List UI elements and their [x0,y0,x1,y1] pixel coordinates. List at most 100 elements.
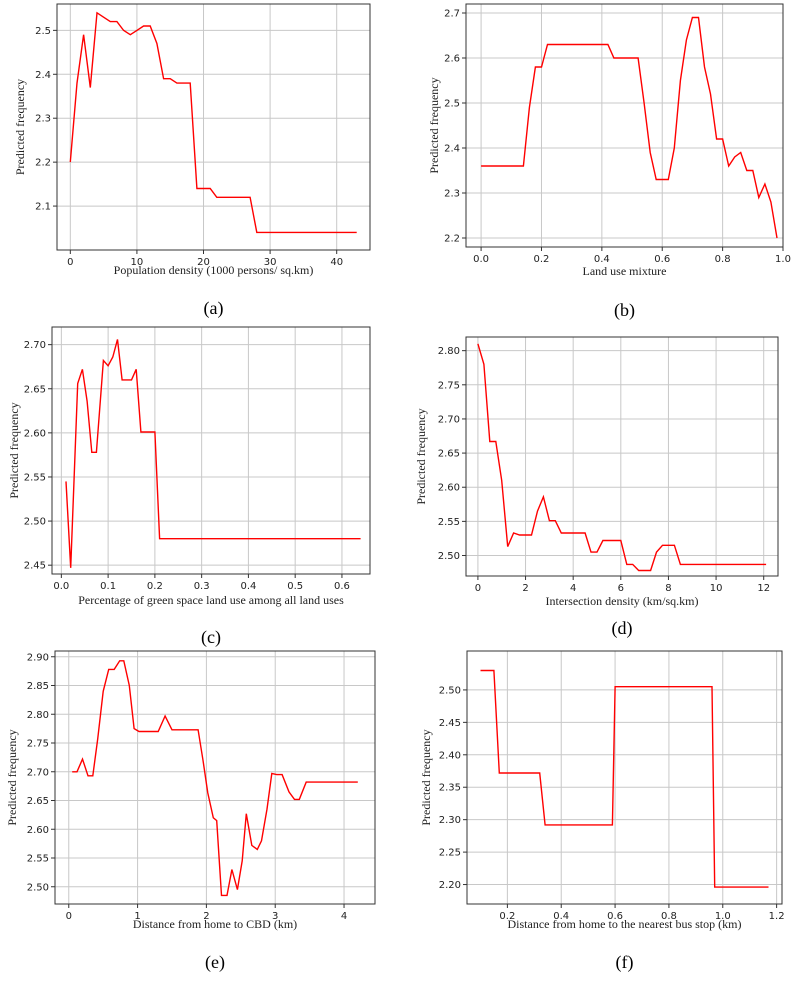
series-line [477,343,767,572]
y-tick-label: 2.40 [439,750,461,761]
y-tick-label: 2.4 [444,144,460,155]
y-tick-label: 2.50 [27,882,49,893]
y-tick-label: 2.60 [27,825,49,836]
y-tick-label: 2.60 [24,428,46,439]
x-tick-label: 10 [131,257,144,268]
y-tick-label: 2.1 [35,202,51,213]
y-tick-label: 2.35 [439,783,461,794]
x-tick-label: 0 [66,911,72,922]
y-tick-label: 2.20 [439,880,461,891]
x-tick-label: 2 [522,583,528,594]
y-tick-label: 2.55 [27,854,49,865]
x-tick-label: 8 [665,583,671,594]
x-tick-label: 2 [203,911,209,922]
y-tick-label: 2.7 [444,9,460,20]
x-tick-label: 30 [264,257,277,268]
y-tick-label: 2.3 [444,189,460,200]
x-tick-label: 1 [134,911,140,922]
x-tick-label: 0.5 [287,581,303,592]
panel-label: (e) [205,952,225,973]
plot-frame [56,3,371,251]
x-axis-label: Distance from home to CBD (km) [133,917,297,931]
x-axis-label: Population density (1000 persons/ sq.km) [114,263,314,277]
y-tick-label: 2.70 [438,414,460,425]
x-tick-label: 0 [67,257,73,268]
x-tick-label: 0 [475,583,481,594]
x-tick-label: 12 [757,583,770,594]
x-tick-label: 40 [330,257,343,268]
y-axis-label: Predicted frequency [13,79,27,175]
y-tick-label: 2.3 [35,114,51,125]
y-tick-label: 2.65 [27,796,49,807]
y-tick-label: 2.70 [24,340,46,351]
series-line [481,16,778,239]
x-tick-label: 0.2 [534,254,550,265]
chart-panel-c: 0.0 0.1 0.2 0.3 0.4 0.5 0.6 2.45 2.50 2.55 2.60 2.6… [7,326,371,648]
plot-frame [466,650,783,905]
y-tick-label: 2.80 [438,346,460,357]
y-tick-label: 2.65 [24,384,46,395]
y-tick-label: 2.50 [438,551,460,562]
plot-frame [51,326,371,575]
x-tick-label: 0.4 [553,911,569,922]
x-tick-label: 0.3 [194,581,210,592]
x-tick-label: 1.2 [769,911,785,922]
x-tick-label: 0.4 [594,254,610,265]
y-tick-label: 2.50 [24,517,46,528]
panel-label: (c) [201,627,221,648]
chart-panel-b: 0.0 0.2 0.4 0.6 0.8 1.0 2.2 2.3 2.4 2.5 2.6 2.7 Land… [427,3,791,321]
x-tick-label: 0.2 [499,911,515,922]
x-axis-label: Intersection density (km/sq.km) [546,594,699,608]
panel-label: (f) [616,952,634,973]
chart-panel-d: 0 2 4 6 8 10 12 2.50 2.55 2.60 2.65 2.70 2.75 2.80 Int… [414,336,779,639]
x-tick-label: 0.0 [53,581,69,592]
plot-frame [54,650,376,905]
y-tick-label: 2.30 [439,815,461,826]
chart-panel-e: 0 1 2 3 4 2.50 2.55 2.60 2.65 2.70 2.75 2.80 2.85 2.9… [5,650,376,973]
y-tick-label: 2.80 [27,710,49,721]
y-axis-label: Predicted frequency [419,729,433,825]
y-tick-label: 2.55 [438,517,460,528]
x-tick-label: 3 [272,911,278,922]
y-tick-label: 2.75 [438,380,460,391]
x-tick-label: 0.8 [661,911,677,922]
panel-label: (d) [612,618,633,639]
y-tick-label: 2.5 [35,26,51,37]
x-tick-label: 1.0 [715,911,731,922]
y-tick-label: 2.60 [438,483,460,494]
y-tick-label: 2.65 [438,449,460,460]
x-tick-label: 10 [710,583,723,594]
x-tick-label: 0.4 [240,581,256,592]
x-tick-label: 0.2 [147,581,163,592]
series-line [72,660,358,897]
x-tick-label: 0.0 [473,254,489,265]
y-tick-label: 2.4 [35,70,51,81]
y-tick-label: 2.85 [27,681,49,692]
x-tick-label: 1.0 [775,254,791,265]
chart-panel-a: 0 10 20 30 40 2.1 2.2 2.3 2.4 2.5 Population densi… [13,3,371,319]
y-axis-label: Predicted frequency [7,402,21,498]
x-axis-label: Percentage of green space land use among… [78,593,344,607]
plot-frame [465,336,779,577]
series-line [65,339,361,568]
y-axis-label: Predicted frequency [414,408,428,504]
x-tick-label: 0.6 [334,581,350,592]
panel-label: (a) [204,298,224,319]
x-tick-label: 20 [197,257,210,268]
y-tick-label: 2.45 [24,561,46,572]
x-tick-label: 4 [341,911,347,922]
x-tick-label: 0.8 [715,254,731,265]
y-axis-label: Predicted frequency [5,729,19,825]
y-tick-label: 2.5 [444,99,460,110]
y-tick-label: 2.45 [439,718,461,729]
x-tick-label: 0.1 [100,581,116,592]
panel-label: (b) [614,300,635,321]
plot-frame [465,3,784,248]
y-tick-label: 2.6 [444,54,460,65]
y-tick-label: 2.75 [27,739,49,750]
x-tick-label: 4 [570,583,576,594]
x-axis-label: Distance from home to the nearest bus st… [508,917,742,931]
x-tick-label: 0.6 [654,254,670,265]
y-tick-label: 2.70 [27,767,49,778]
x-tick-label: 6 [618,583,624,594]
